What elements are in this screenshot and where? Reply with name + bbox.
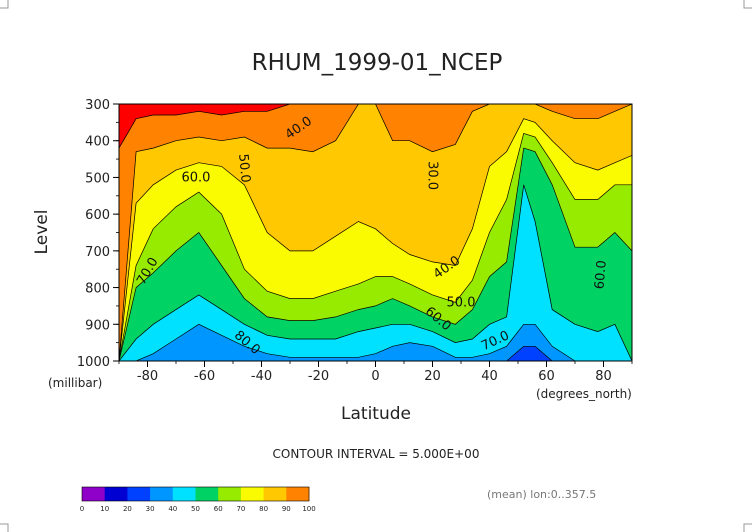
colorbar-swatch <box>82 487 106 501</box>
x-tick-label: 40 <box>481 369 498 384</box>
contour-line-50 <box>119 147 632 361</box>
contour-label: 60.0 <box>592 260 609 290</box>
y-tick-label: 900 <box>85 318 110 333</box>
x-tick-label: -80 <box>137 369 158 384</box>
x-axis: -80 -60 -40 -20 0 20 40 60 80 <box>118 361 633 384</box>
colorbar-tick-label: 20 <box>123 505 132 513</box>
contour-line-40 <box>119 184 632 361</box>
contour-band-10-20 <box>119 345 632 361</box>
x-tick-label: -20 <box>308 369 329 384</box>
contour-line-80 <box>119 104 632 361</box>
colorbar-tick-label: 30 <box>146 505 155 513</box>
colorbar: 0 10 20 30 40 50 60 70 80 90 100 <box>80 486 316 513</box>
colorbar-tick-label: 70 <box>236 505 245 513</box>
y-axis-unit: (millibar) <box>48 376 102 390</box>
contour-line-20 <box>119 345 632 361</box>
colorbar-tick-label: 90 <box>282 505 291 513</box>
colorbar-swatch <box>127 487 151 501</box>
contour-lines <box>119 104 632 361</box>
y-tick-label: 700 <box>85 245 110 260</box>
colorbar-swatch <box>240 487 264 501</box>
x-tick-label: 60 <box>538 369 555 384</box>
contour-label: 60.0 <box>181 170 210 185</box>
x-axis-unit: (degrees_north) <box>536 387 632 401</box>
colorbar-swatch <box>104 487 128 501</box>
contour-label: 50.0 <box>235 153 252 183</box>
x-axis-label: Latitude <box>341 404 411 424</box>
contour-line-60 <box>119 132 632 361</box>
colorbar-swatch <box>263 487 287 501</box>
colorbar-frame <box>81 486 310 502</box>
contour-line-90 <box>119 104 632 149</box>
y-axis: 300 400 500 600 700 800 900 1000 <box>77 98 119 370</box>
contour-label: 50.0 <box>447 295 476 310</box>
y-tick-label: 400 <box>85 135 110 150</box>
plot-area: 40.050.060.070.080.030.040.050.060.070.0… <box>118 103 633 362</box>
colorbar-swatch <box>218 487 242 501</box>
contour-line-70 <box>119 118 632 361</box>
x-tick-label: -60 <box>194 369 215 384</box>
chart-title: RHUM_1999-01_NCEP <box>252 50 503 76</box>
y-tick-label: 500 <box>85 171 110 186</box>
x-tick-label: -40 <box>251 369 272 384</box>
colorbar-tick-label: 60 <box>214 505 223 513</box>
colorbar-swatch <box>195 487 219 501</box>
x-tick-label: 80 <box>595 369 612 384</box>
colorbar-tick-label: 100 <box>302 505 315 513</box>
y-tick-label: 1000 <box>77 355 110 370</box>
colorbar-swatch <box>150 487 174 501</box>
contour-line-30 <box>119 323 632 361</box>
colorbar-tick-label: 10 <box>100 505 109 513</box>
y-tick-label: 800 <box>85 282 110 297</box>
colorbar-tick-label: 80 <box>259 505 268 513</box>
colorbar-tick-label: 40 <box>168 505 177 513</box>
colorbar-tick-label: 50 <box>191 505 200 513</box>
colorbar-swatch <box>172 487 196 501</box>
footnote: (mean) lon:0..357.5 <box>487 488 596 501</box>
colorbar-swatch <box>286 487 310 501</box>
y-axis-label: Level <box>32 210 52 255</box>
contour-interval-note: CONTOUR INTERVAL = 5.000E+00 <box>273 447 480 461</box>
x-tick-label: 0 <box>371 369 379 384</box>
contour-fills <box>119 104 632 361</box>
contour-label: 30.0 <box>425 161 440 190</box>
x-tick-label: 20 <box>424 369 441 384</box>
colorbar-tick-label: 0 <box>80 505 84 513</box>
y-tick-label: 600 <box>85 208 110 223</box>
y-tick-label: 300 <box>85 98 110 113</box>
